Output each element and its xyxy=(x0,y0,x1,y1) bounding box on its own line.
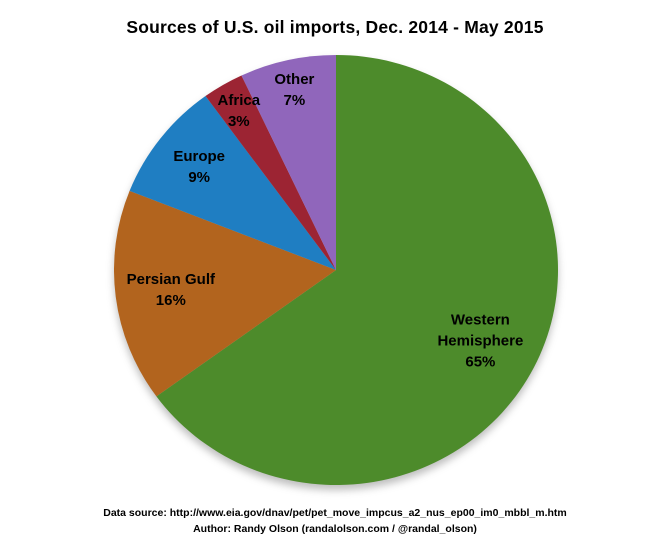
chart-title: Sources of U.S. oil imports, Dec. 2014 -… xyxy=(126,17,544,37)
pie-slice-persian-gulf xyxy=(114,190,336,397)
pie-slice-western-hemisphere xyxy=(156,55,559,486)
pie-slice-other xyxy=(241,55,336,270)
pie-slice-europe xyxy=(129,96,336,270)
pie-slice-africa xyxy=(205,75,336,271)
chart-footer: Data source: http://www.eia.gov/dnav/pet… xyxy=(0,506,670,537)
data-source-text: Data source: http://www.eia.gov/dnav/pet… xyxy=(103,507,567,519)
author-text: Author: Randy Olson (randalolson.com / @… xyxy=(193,522,477,535)
